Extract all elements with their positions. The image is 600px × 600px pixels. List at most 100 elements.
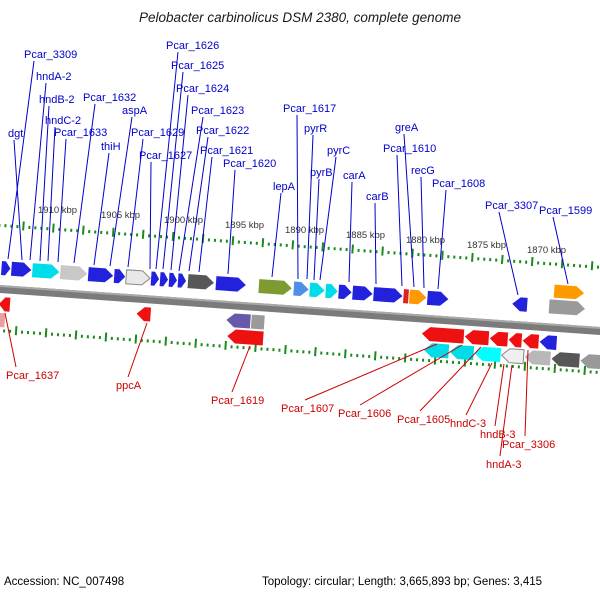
gene-glyph[interactable] <box>159 272 169 287</box>
gene-glyph[interactable] <box>522 334 540 349</box>
ruler-tick <box>500 254 504 265</box>
gene-glyph[interactable] <box>0 312 6 328</box>
leader-line <box>494 363 505 427</box>
gene-glyph[interactable] <box>0 297 11 312</box>
gene-glyph[interactable] <box>87 267 114 283</box>
gene-glyph[interactable] <box>352 285 373 301</box>
gene-glyph[interactable] <box>580 354 600 370</box>
gene-label[interactable]: Pcar_1610 <box>383 143 436 155</box>
ruler-tick <box>242 346 245 350</box>
gene-label[interactable]: pyrC <box>327 145 350 157</box>
gene-glyph[interactable] <box>489 331 509 347</box>
gene-label[interactable]: Pcar_1606 <box>338 408 391 420</box>
ruler-tick <box>578 264 582 268</box>
ruler-tick <box>519 260 522 264</box>
ruler-tick <box>565 368 568 372</box>
gene-glyph[interactable] <box>10 261 32 277</box>
gene-glyph[interactable] <box>0 261 11 276</box>
gene-glyph[interactable] <box>309 282 325 298</box>
gene-label[interactable]: Pcar_3306 <box>502 439 555 451</box>
ruler-tick <box>106 231 109 235</box>
gene-glyph[interactable] <box>373 287 403 303</box>
gene-label[interactable]: Pcar_1629 <box>131 127 184 139</box>
gene-label[interactable]: Pcar_1623 <box>191 105 244 117</box>
gene-glyph[interactable] <box>512 297 528 312</box>
gene-label[interactable]: aspA <box>122 105 148 117</box>
gene-glyph[interactable] <box>548 299 586 316</box>
gene-label[interactable]: Pcar_1625 <box>171 60 224 72</box>
gene-label[interactable]: Pcar_1627 <box>139 150 192 162</box>
gene-label[interactable]: Pcar_1608 <box>432 178 485 190</box>
gene-label[interactable]: hndC-2 <box>45 115 81 127</box>
gene-label[interactable]: hndB-2 <box>39 94 74 106</box>
gene-glyph[interactable] <box>136 307 152 322</box>
gene-label[interactable]: hndC-3 <box>450 418 486 430</box>
gene-label[interactable]: Pcar_1626 <box>166 40 219 52</box>
gene-glyph[interactable] <box>227 329 264 346</box>
gene-glyph[interactable] <box>524 350 551 366</box>
gene-label[interactable]: hndB-3 <box>480 429 515 441</box>
gene-glyph[interactable] <box>113 268 126 284</box>
gene-glyph[interactable] <box>408 289 427 305</box>
gene-glyph[interactable] <box>500 348 525 365</box>
gene-glyph[interactable] <box>464 330 490 346</box>
gene-label[interactable]: dgt <box>8 128 23 140</box>
gene-glyph[interactable] <box>31 263 60 279</box>
gene-label[interactable]: Pcar_1622 <box>196 125 249 137</box>
gene-label[interactable]: Pcar_1624 <box>176 83 229 95</box>
gene-label[interactable]: pyrB <box>310 167 333 179</box>
gene-label[interactable]: greA <box>395 122 419 134</box>
gene-label[interactable]: Pcar_1637 <box>6 370 59 382</box>
gene-glyph[interactable] <box>168 272 178 288</box>
gene-glyph[interactable] <box>150 271 160 287</box>
gene-label[interactable]: Pcar_1619 <box>211 395 264 407</box>
leader-line <box>7 60 35 260</box>
leader-line <box>127 322 148 378</box>
gene-label[interactable]: pyrR <box>304 123 327 135</box>
gene-label[interactable]: carB <box>366 191 389 203</box>
gene-glyph[interactable] <box>293 281 309 297</box>
gene-glyph[interactable] <box>402 289 409 304</box>
gene-glyph[interactable] <box>215 276 246 292</box>
gene-label[interactable]: lepA <box>273 181 296 193</box>
gene-label[interactable]: Pcar_1620 <box>223 158 276 170</box>
gene-label[interactable]: Pcar_1607 <box>281 403 334 415</box>
gene-glyph[interactable] <box>553 284 585 300</box>
gene-glyph[interactable] <box>421 327 465 344</box>
gene-label[interactable]: Pcar_1599 <box>539 205 592 217</box>
gene-label[interactable]: carA <box>343 170 366 182</box>
gene-label[interactable]: hndA-2 <box>36 71 71 83</box>
gene-label[interactable]: Pcar_1621 <box>200 145 253 157</box>
gene-label[interactable]: Pcar_1633 <box>54 127 107 139</box>
figure-title: Pelobacter carbinolicus DSM 2380, comple… <box>139 10 461 25</box>
gene-glyph[interactable] <box>426 290 449 306</box>
gene-glyph[interactable] <box>551 352 580 368</box>
gene-label[interactable]: Pcar_1605 <box>397 414 450 426</box>
gene-glyph[interactable] <box>325 283 338 299</box>
scale-label: 1870 kbp <box>527 245 566 256</box>
gene-glyph[interactable] <box>508 333 523 348</box>
gene-label[interactable]: hndA-3 <box>486 459 521 471</box>
gene-label[interactable]: thiH <box>101 141 121 153</box>
ruler-tick <box>487 363 491 367</box>
ruler-tick <box>158 340 161 344</box>
gene-glyph[interactable] <box>338 284 352 300</box>
gene-glyph[interactable] <box>177 273 187 288</box>
gene-glyph[interactable] <box>539 335 558 350</box>
gene-glyph[interactable] <box>59 265 88 281</box>
gene-glyph[interactable] <box>125 269 151 286</box>
gene-glyph[interactable] <box>187 274 215 290</box>
gene-glyph[interactable] <box>226 313 251 329</box>
gene-glyph[interactable] <box>250 314 265 330</box>
gene-label[interactable]: ppcA <box>116 380 142 392</box>
gene-label[interactable]: Pcar_3307 <box>485 200 538 212</box>
gene-label[interactable]: recG <box>411 165 435 177</box>
ruler-tick <box>345 248 348 252</box>
gene-glyph[interactable] <box>423 343 450 359</box>
gene-glyph[interactable] <box>474 346 502 363</box>
gene-glyph[interactable] <box>258 279 292 295</box>
gene-label[interactable]: Pcar_3309 <box>24 49 77 61</box>
ruler-tick <box>571 369 574 373</box>
gene-label[interactable]: Pcar_1617 <box>283 103 336 115</box>
gene-label[interactable]: Pcar_1632 <box>83 92 136 104</box>
